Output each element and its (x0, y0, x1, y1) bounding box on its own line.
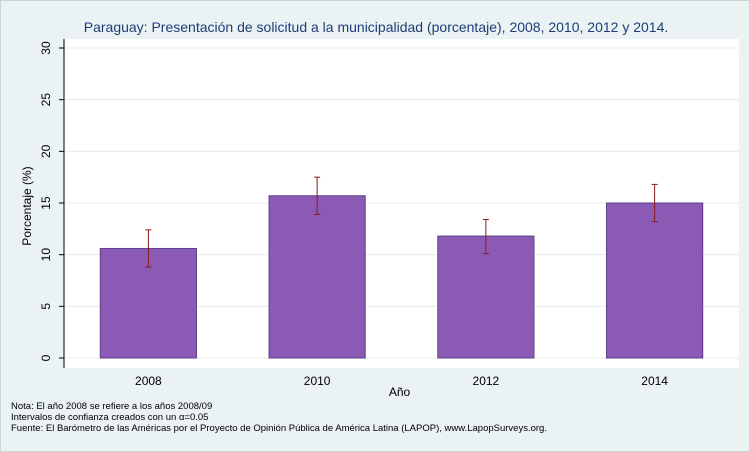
note-source: Fuente: El Barómetro de las Américas por… (11, 423, 547, 434)
y-tick-label: 30 (39, 41, 53, 55)
error-bars (145, 176, 658, 268)
note-confidence: Intervalos de confianza creados con un α… (11, 412, 209, 423)
x-tick-label: 2012 (473, 374, 500, 388)
bar (437, 235, 535, 359)
note-year: Nota: El año 2008 se refiere a los años … (11, 401, 213, 412)
x-axis-label: Año (389, 385, 411, 399)
bar (268, 195, 366, 359)
x-tick-label: 2014 (641, 374, 668, 388)
x-tick-label: 2010 (304, 374, 331, 388)
y-tick-label: 0 (39, 354, 53, 361)
y-tick-label: 10 (39, 248, 53, 262)
bar-chart: Paraguay: Presentación de solicitud a la… (20, 19, 739, 399)
x-axis-ticks: 2008 2010 2012 2014 (135, 374, 668, 388)
x-tick-label: 2008 (135, 374, 162, 388)
bar (606, 202, 704, 359)
chart-title: Paraguay: Presentación de solicitud a la… (84, 19, 669, 35)
y-tick-label: 20 (39, 144, 53, 158)
y-tick-label: 15 (39, 196, 53, 210)
bars (99, 195, 704, 359)
y-tick-label: 25 (39, 93, 53, 107)
chart-notes: Nota: El año 2008 se refiere a los años … (11, 401, 547, 434)
y-axis-label: Porcentaje (%) (20, 166, 34, 245)
y-tick-label: 5 (39, 303, 53, 310)
y-axis-ticks: 0 5 10 15 20 25 30 (39, 41, 64, 361)
